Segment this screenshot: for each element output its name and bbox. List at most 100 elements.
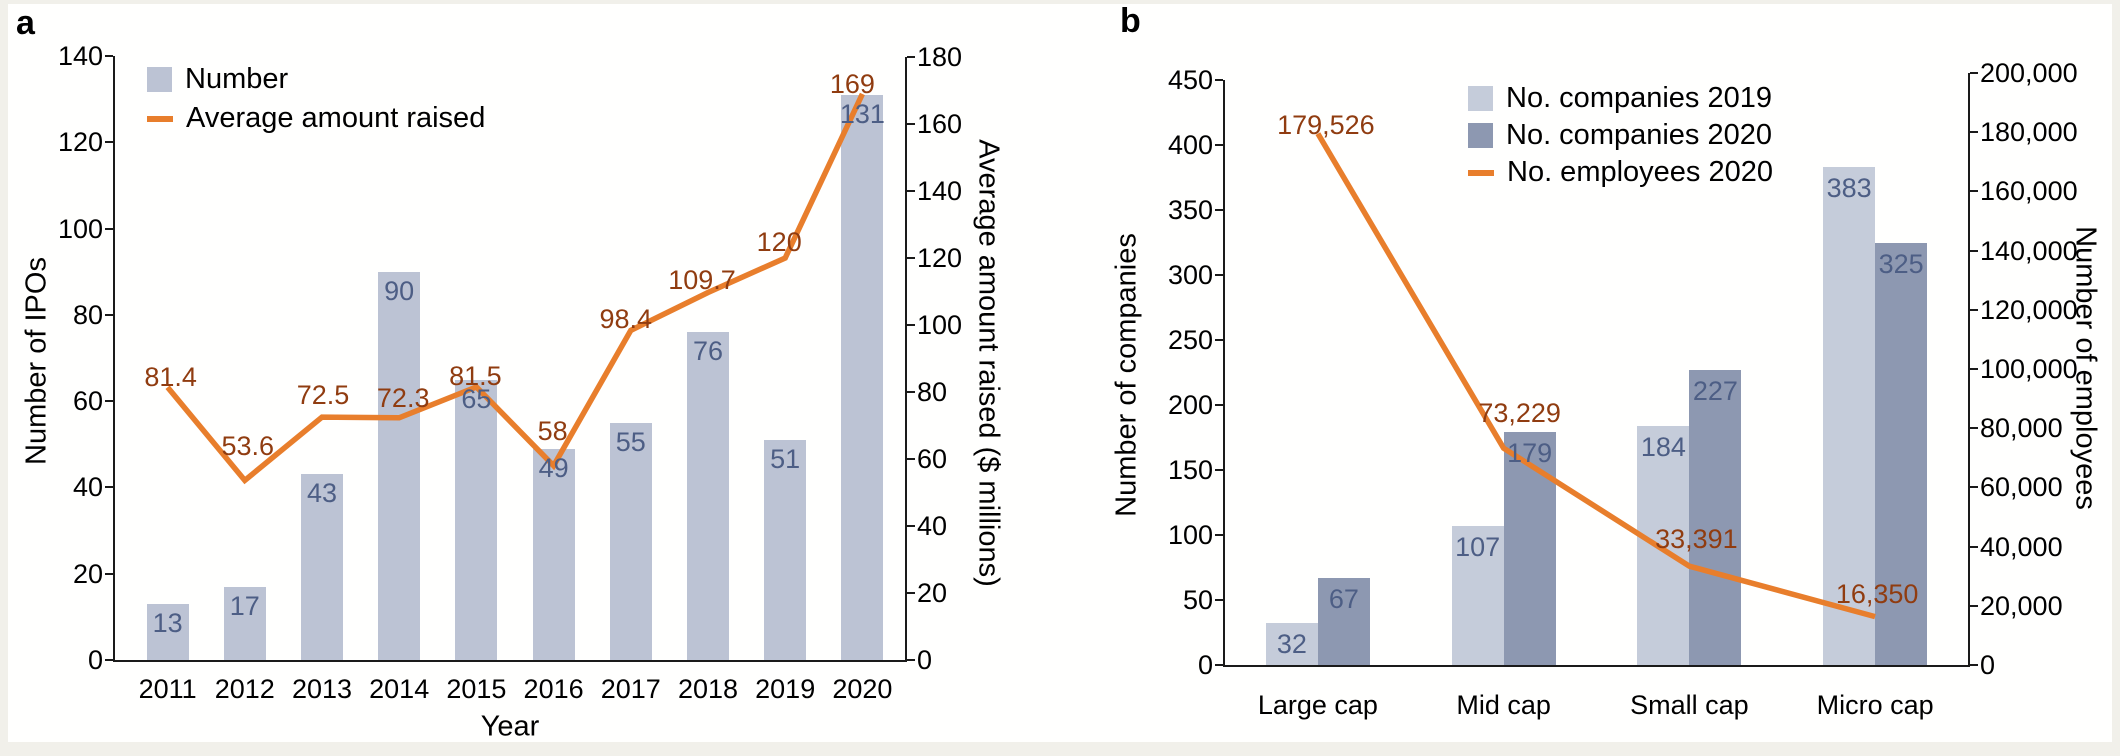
y-axis-right-tick: [1970, 308, 1978, 311]
line-value-label: 179,526: [1277, 109, 1375, 140]
x-axis-spine: [113, 660, 907, 662]
y-axis-left-tick-label: 0: [87, 645, 103, 675]
y-axis-right-tick: [1970, 190, 1978, 193]
panel-a-y-axis-title-right: Average amount raised ($ millions): [972, 139, 1005, 587]
y-axis-left-tick-label: 80: [72, 299, 103, 330]
panel-a-legend: Number Average amount raised: [147, 60, 485, 138]
y-axis-right-tick: [907, 324, 915, 326]
legend-item-average-amount-raised: Average amount raised: [147, 99, 485, 138]
bar-value-label: 184: [1640, 431, 1686, 462]
legend-label-employees-2020: No. employees 2020: [1507, 156, 1773, 188]
line-value-label: 58: [537, 415, 568, 446]
x-tick-label: 2019: [755, 674, 816, 704]
y-axis-left-tick: [1215, 209, 1223, 211]
y-axis-left-tick: [1215, 469, 1223, 471]
bar-value-label: 67: [1328, 583, 1359, 614]
x-tick-label: Micro cap: [1816, 690, 1934, 720]
y-axis-left-tick-label: 250: [1167, 325, 1213, 355]
legend-label-companies-2020: No. companies 2020: [1506, 119, 1772, 151]
y-axis-right-tick-label: 20,000: [1980, 590, 2063, 621]
x-tick-label: 2017: [600, 674, 661, 704]
line-value-label: 98.4: [599, 304, 653, 335]
y-axis-left-tick-label: 350: [1167, 195, 1213, 225]
y-axis-left-tick: [105, 572, 113, 575]
y-axis-left-tick: [105, 659, 113, 661]
y-axis-left-tick: [1215, 79, 1223, 81]
panel-b-y-axis-title-right: Number of employees: [2069, 226, 2102, 510]
bar: [301, 474, 343, 660]
y-axis-left-tick: [105, 313, 113, 316]
line-value-label: 109.7: [668, 264, 736, 295]
y-axis-right-tick-label: 80,000: [1980, 413, 2063, 444]
y-axis-left-tick-label: 100: [1167, 520, 1213, 550]
y-axis-left-tick: [1215, 664, 1223, 666]
y-axis-right-tick: [907, 592, 915, 594]
y-axis-right-tick: [1970, 486, 1978, 489]
bar-value-label: 383: [1826, 173, 1872, 204]
bar-value-label: 43: [306, 478, 338, 509]
y-axis-left-tick-label: 0: [1197, 650, 1213, 680]
y-axis-right-tick: [907, 56, 915, 58]
y-axis-left-tick-label: 150: [1167, 455, 1213, 485]
line-value-label: 73,229: [1478, 398, 1561, 429]
y-axis-right-tick: [907, 458, 915, 460]
x-tick-label: 2020: [832, 674, 893, 704]
line-value-label: 33,391: [1655, 524, 1738, 555]
y-axis-right-tick-label: 160,000: [1980, 176, 2078, 207]
bar: [378, 271, 421, 660]
panel-b-legend: No. companies 2019 No. companies 2020 No…: [1468, 80, 1773, 191]
bar-value-label: 107: [1455, 531, 1501, 562]
y-axis-right-tick-label: 140,000: [1980, 235, 2078, 266]
y-axis-left-tick-label: 20: [72, 558, 103, 589]
y-axis-right-spine: [905, 57, 907, 660]
y-axis-right-tick-label: 100,000: [1980, 354, 2078, 384]
y-axis-right-tick-label: 40,000: [1980, 531, 2063, 562]
legend-label-average-amount-raised: Average amount raised: [186, 102, 486, 134]
bar: [609, 422, 652, 660]
bar: [1689, 369, 1742, 665]
bar: [841, 94, 884, 660]
y-axis-left-tick: [1215, 404, 1223, 406]
y-axis-right-tick: [1970, 604, 1978, 607]
x-tick-label: 2015: [446, 674, 507, 704]
x-tick-label: Mid cap: [1456, 690, 1551, 720]
y-axis-right-tick-label: 180,000: [1980, 117, 2078, 148]
y-axis-left-tick-label: 120: [57, 127, 103, 158]
y-axis-right-tick-label: 180: [917, 42, 963, 72]
y-axis-left-tick-label: 60: [72, 386, 103, 417]
y-axis-right-tick: [1970, 72, 1978, 74]
y-axis-right-tick-label: 160: [917, 109, 963, 139]
bar-value-label: 13: [152, 607, 183, 638]
y-axis-right-tick-label: 0: [1980, 650, 1996, 680]
bar: [1875, 242, 1928, 665]
line-value-label: 81.5: [449, 360, 502, 391]
y-axis-left-tick-label: 40: [72, 472, 103, 503]
line-value-label: 72.5: [296, 380, 350, 411]
line-value-label: 72.3: [376, 382, 430, 413]
panel-a-label: a: [16, 4, 35, 42]
y-axis-left-spine: [1223, 80, 1225, 665]
x-tick-label: 2011: [138, 674, 197, 704]
y-axis-left-tick: [1215, 274, 1223, 276]
y-axis-right-tick: [907, 525, 915, 527]
line-value-label: 120: [756, 227, 802, 257]
y-axis-left-tick: [105, 486, 113, 489]
y-axis-right-tick: [907, 123, 915, 125]
legend-item-companies-2020: No. companies 2020: [1468, 117, 1773, 154]
legend-bar-swatch-2020: [1468, 123, 1493, 148]
y-axis-right-tick-label: 60,000: [1980, 472, 2063, 503]
legend-bar-swatch-2019: [1468, 86, 1493, 111]
legend-item-employees-2020: No. employees 2020: [1468, 154, 1773, 191]
y-axis-left-spine: [113, 56, 115, 660]
panel-b-y-axis-title-left: Number of companies: [1110, 233, 1143, 517]
y-axis-right-tick: [1970, 664, 1978, 666]
x-tick-label: 2014: [369, 674, 430, 704]
y-axis-left-tick: [1215, 534, 1223, 536]
bar: [146, 603, 189, 660]
y-axis-left-tick: [105, 141, 113, 144]
y-axis-left-tick-label: 450: [1167, 65, 1213, 95]
legend-label-companies-2019: No. companies 2019: [1506, 82, 1772, 114]
bar-value-label: 32: [1276, 629, 1307, 660]
y-axis-left-tick-label: 50: [1182, 585, 1213, 615]
y-axis-right-tick-label: 120,000: [1980, 294, 2078, 325]
